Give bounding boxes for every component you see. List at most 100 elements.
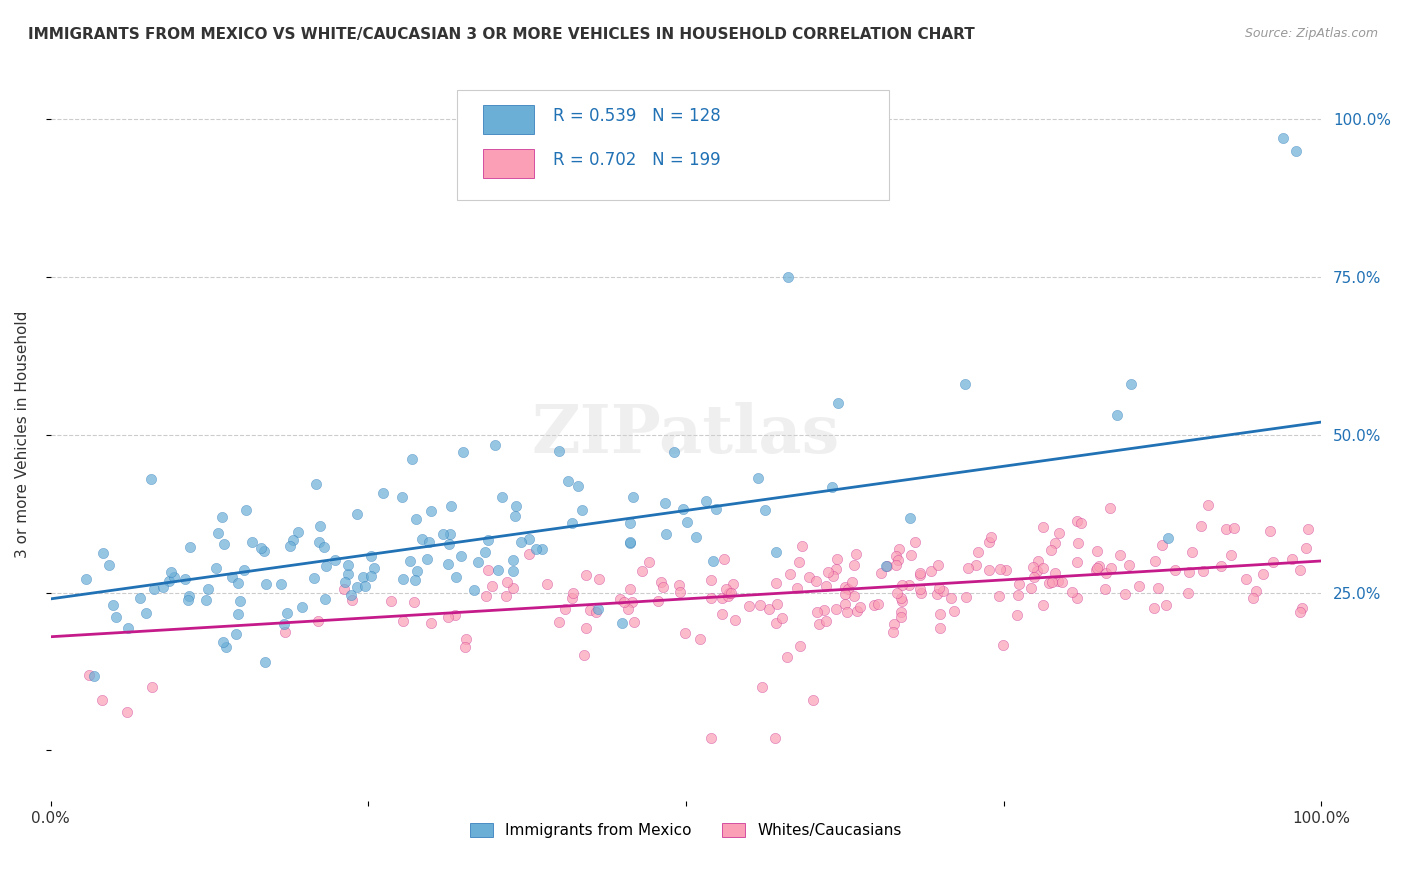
Point — [620, 595, 643, 609]
Point — [1042, 575, 1064, 590]
Legend: Immigrants from Mexico, Whites/Caucasians: Immigrants from Mexico, Whites/Caucasian… — [464, 817, 908, 845]
Point — [882, 625, 904, 640]
Point — [1045, 566, 1067, 580]
Point — [451, 444, 474, 458]
Point — [307, 615, 329, 629]
Point — [808, 617, 831, 632]
Point — [1066, 555, 1088, 569]
Point — [1047, 574, 1070, 588]
Point — [792, 539, 814, 553]
Point — [1085, 561, 1108, 575]
Point — [825, 551, 848, 566]
Point — [314, 540, 336, 554]
Point — [437, 557, 460, 571]
Point — [1181, 545, 1204, 559]
Point — [955, 377, 977, 392]
Point — [575, 621, 598, 635]
Point — [562, 586, 585, 600]
Point — [844, 590, 866, 604]
Point — [876, 559, 898, 574]
Point — [128, 591, 150, 606]
Point — [1223, 520, 1246, 534]
Point — [579, 603, 602, 617]
Point — [834, 587, 856, 601]
Point — [437, 610, 460, 624]
Point — [652, 580, 675, 594]
Point — [980, 530, 1002, 544]
Point — [748, 599, 770, 613]
Point — [254, 655, 277, 669]
Text: Source: ZipAtlas.com: Source: ZipAtlas.com — [1244, 27, 1378, 40]
Point — [1220, 548, 1243, 562]
Point — [955, 590, 977, 604]
Point — [323, 552, 346, 566]
Point — [925, 587, 948, 601]
Point — [226, 607, 249, 622]
Point — [1021, 581, 1043, 595]
Point — [273, 617, 295, 632]
Point — [586, 602, 609, 616]
Point — [474, 544, 496, 558]
Point — [496, 575, 519, 590]
Point — [195, 593, 218, 607]
Point — [662, 445, 685, 459]
Point — [254, 577, 277, 591]
Point — [157, 574, 180, 589]
Point — [928, 581, 950, 595]
Point — [179, 540, 201, 554]
Point — [1085, 544, 1108, 558]
Point — [404, 573, 426, 587]
Point — [765, 576, 787, 591]
Point — [717, 586, 740, 600]
Point — [1143, 601, 1166, 615]
Point — [90, 693, 112, 707]
Point — [287, 525, 309, 540]
Point — [360, 568, 382, 582]
Point — [875, 558, 897, 573]
Point — [401, 451, 423, 466]
Point — [91, 546, 114, 560]
Point — [337, 558, 360, 572]
Point — [510, 535, 533, 549]
Point — [467, 555, 489, 569]
Text: R = 0.539   N = 128: R = 0.539 N = 128 — [553, 107, 720, 125]
Point — [491, 490, 513, 504]
Point — [799, 569, 821, 583]
Point — [801, 693, 824, 707]
Point — [943, 604, 966, 618]
Point — [654, 496, 676, 510]
Point — [1163, 563, 1185, 577]
Point — [141, 680, 163, 694]
Point — [908, 566, 931, 580]
FancyBboxPatch shape — [482, 105, 533, 135]
Point — [346, 580, 368, 594]
Point — [274, 624, 297, 639]
Point — [486, 563, 509, 577]
Point — [669, 585, 692, 599]
Point — [1178, 566, 1201, 580]
Point — [205, 560, 228, 574]
Point — [700, 574, 723, 588]
Point — [1021, 559, 1043, 574]
Point — [883, 616, 905, 631]
Point — [517, 533, 540, 547]
Point — [1094, 582, 1116, 596]
Point — [141, 472, 163, 486]
Point — [1047, 526, 1070, 541]
Point — [309, 519, 332, 533]
Point — [834, 580, 856, 594]
Point — [567, 478, 589, 492]
Point — [419, 615, 441, 630]
Point — [229, 594, 252, 608]
Point — [834, 597, 856, 611]
Point — [1026, 564, 1049, 578]
Point — [904, 535, 927, 549]
Point — [868, 597, 890, 611]
Point — [702, 554, 724, 568]
Point — [835, 605, 858, 619]
Point — [647, 593, 669, 607]
Point — [1026, 554, 1049, 568]
Point — [477, 563, 499, 577]
Point — [475, 589, 498, 603]
Point — [1291, 601, 1313, 615]
